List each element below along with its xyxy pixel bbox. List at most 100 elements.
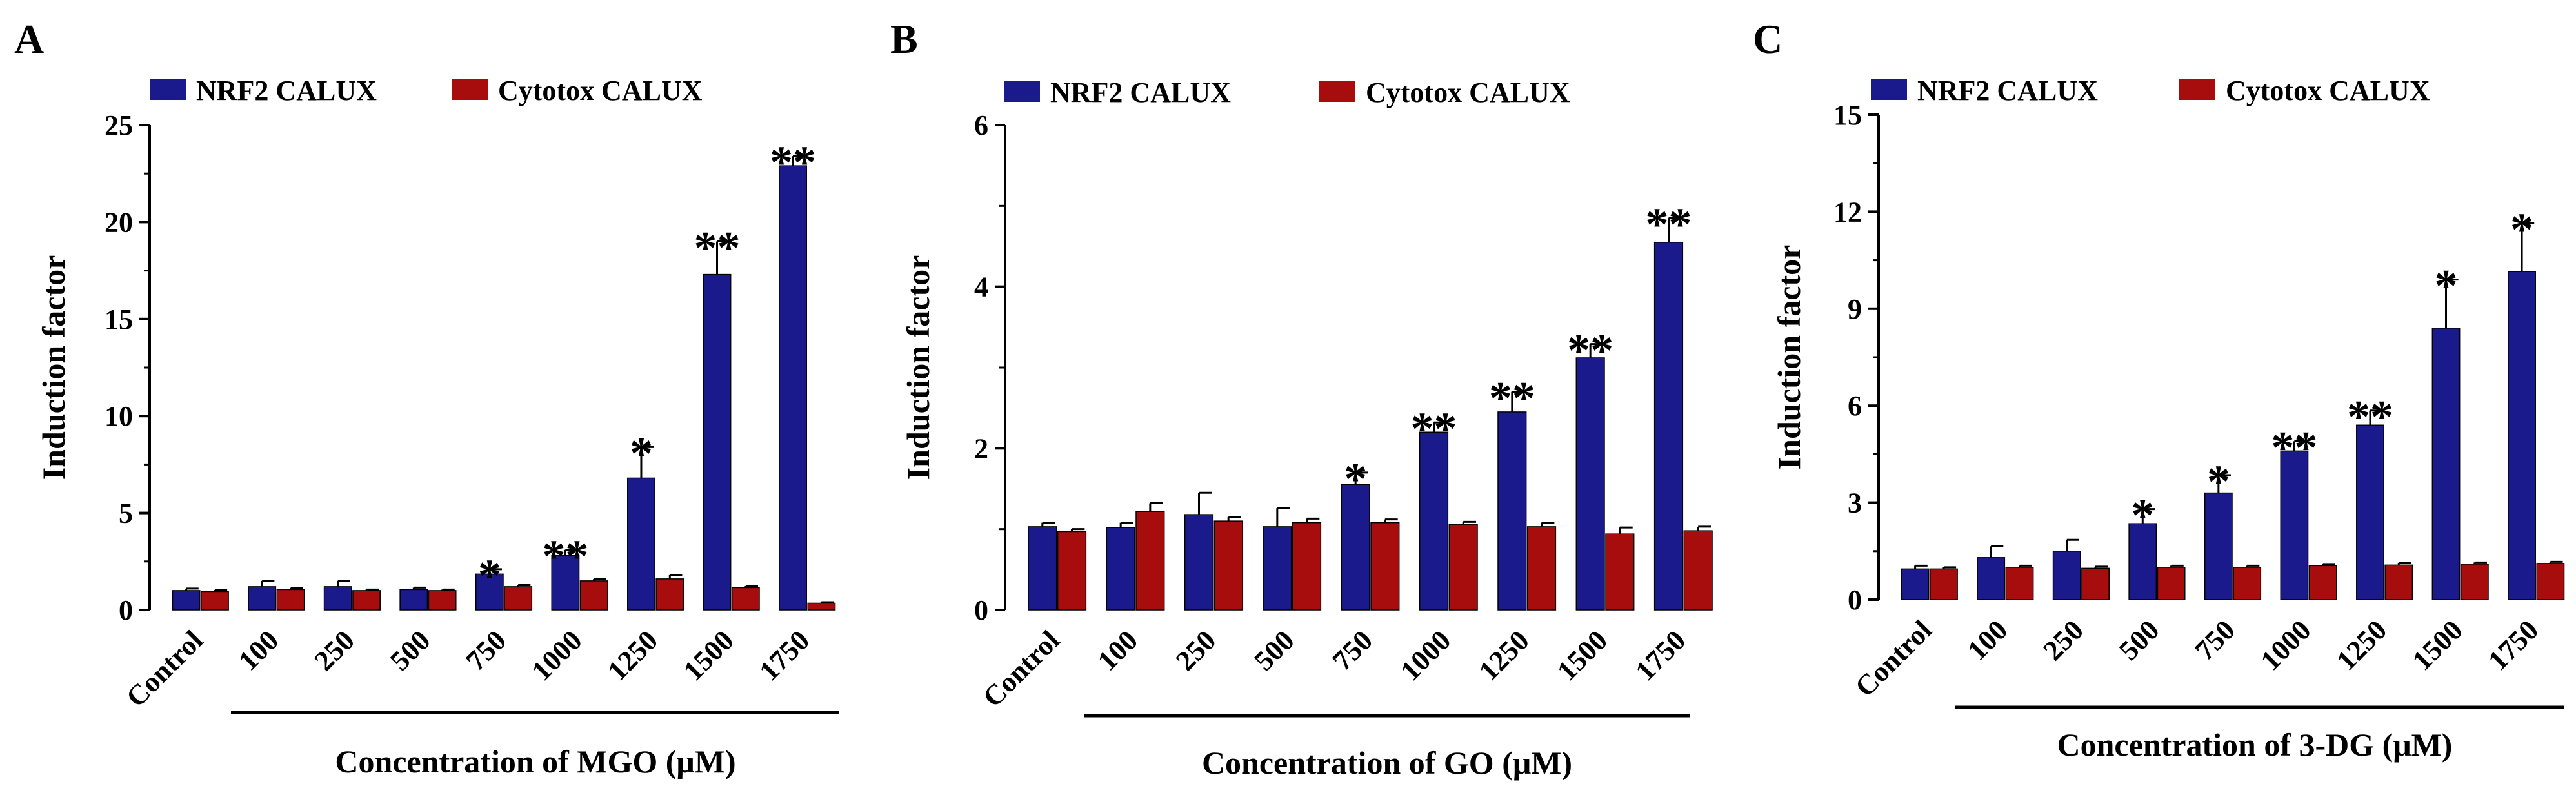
bar-cytotox xyxy=(1448,524,1478,611)
legend-swatch-cytotox xyxy=(2179,79,2215,100)
x-tick-label: 1500 xyxy=(1551,624,1613,687)
x-tick-label: 750 xyxy=(460,624,512,676)
x-tick-label: 1250 xyxy=(2330,614,2393,676)
bar-nrf2 xyxy=(1901,568,1930,600)
x-tick-label: 250 xyxy=(308,624,361,676)
x-axis-label: Concentration of 3-DG (μM) xyxy=(2057,727,2453,763)
bar-nrf2 xyxy=(1653,241,1684,611)
y-tick-label: 0 xyxy=(119,594,133,626)
bar-cytotox xyxy=(2081,567,2110,600)
x-tick-label: 100 xyxy=(1961,614,2013,666)
bar-cytotox xyxy=(2308,565,2337,600)
bar-nrf2 xyxy=(1419,431,1449,611)
bar-cytotox xyxy=(1213,520,1243,611)
bar-cytotox xyxy=(1683,530,1713,611)
legend-swatch-cytotox xyxy=(452,79,488,100)
bar-cytotox xyxy=(2460,564,2489,600)
bar-cytotox xyxy=(731,587,760,611)
legend-label-cytotox: Cytotox CALUX xyxy=(498,75,703,106)
legend-swatch-cytotox xyxy=(1319,81,1355,102)
bar-nrf2 xyxy=(551,555,580,611)
bar-nrf2 xyxy=(779,165,807,611)
chart-panel-c: C NRF2 CALUX Cytotox CALUX 0 3 6 9 12 15 Inductio… xyxy=(1753,16,2565,763)
bar-cytotox xyxy=(1135,511,1165,611)
significance-marker: ** xyxy=(770,137,816,188)
bar-nrf2 xyxy=(2052,551,2081,600)
bar-nrf2 xyxy=(323,586,352,611)
y-tick-label: 9 xyxy=(1848,293,1862,325)
x-tick-label: 500 xyxy=(2113,614,2165,666)
x-tick-label: 1500 xyxy=(677,624,740,687)
y-tick-label: 20 xyxy=(105,206,133,238)
significance-marker: ** xyxy=(1410,403,1457,455)
y-tick-label: 5 xyxy=(119,498,133,529)
significance-marker: * xyxy=(478,550,501,602)
bar-nrf2 xyxy=(2356,424,2384,600)
x-tick-label: Control xyxy=(977,624,1066,713)
x-tick-label: 100 xyxy=(1092,624,1144,676)
significance-marker: ** xyxy=(694,222,741,273)
bar-nrf2 xyxy=(2128,523,2157,600)
bar-nrf2 xyxy=(1575,357,1605,611)
bar-nrf2 xyxy=(1263,526,1292,611)
y-tick-label: 0 xyxy=(974,594,988,626)
y-tick-label: 6 xyxy=(1848,390,1862,422)
y-tick-label: 15 xyxy=(105,304,133,335)
legend-label-cytotox: Cytotox CALUX xyxy=(1366,77,1570,108)
x-tick-label: 250 xyxy=(2037,614,2090,666)
panel-letter: B xyxy=(890,16,918,62)
y-tick-label: 15 xyxy=(1833,99,1862,131)
bar-cytotox xyxy=(2536,563,2565,600)
x-tick-label: 1250 xyxy=(1473,624,1535,687)
bar-cytotox xyxy=(352,590,381,611)
bar-cytotox xyxy=(2233,567,2262,600)
x-tick-label: 1000 xyxy=(526,624,588,687)
bar-nrf2 xyxy=(1341,484,1370,611)
bar-cytotox xyxy=(1526,526,1557,611)
x-tick-label: 1000 xyxy=(1395,624,1457,687)
bar-cytotox xyxy=(2005,567,2034,600)
x-axis-label: Concentration of GO (μM) xyxy=(1202,745,1572,781)
bar-nrf2 xyxy=(1106,527,1135,611)
panel-letter: A xyxy=(14,16,44,62)
bar-cytotox xyxy=(1605,533,1635,611)
legend-label-cytotox: Cytotox CALUX xyxy=(2226,75,2430,106)
significance-marker: ** xyxy=(1567,325,1613,377)
bar-cytotox xyxy=(1930,568,1958,600)
x-tick-label: 1000 xyxy=(2255,614,2317,676)
y-tick-label: 10 xyxy=(105,400,133,432)
y-tick-label: 25 xyxy=(105,110,133,141)
x-tick-label: 1500 xyxy=(2406,614,2469,676)
significance-marker: * xyxy=(1344,453,1367,505)
legend-swatch-nrf2 xyxy=(150,79,186,100)
x-tick-label: Control xyxy=(120,624,209,713)
x-tick-label: 500 xyxy=(384,624,436,676)
x-axis-label: Concentration of MGO (μM) xyxy=(335,743,735,779)
bar-nrf2 xyxy=(2431,328,2461,600)
x-tick-label: 1250 xyxy=(601,624,664,687)
bar-nrf2 xyxy=(1028,526,1057,611)
bar-cytotox xyxy=(655,578,684,611)
bar-nrf2 xyxy=(2508,271,2536,600)
significance-marker: * xyxy=(630,427,653,479)
bar-cytotox xyxy=(1057,531,1087,611)
chart-panel-b: B NRF2 CALUX Cytotox CALUX 0 2 4 6 Induction fa… xyxy=(890,16,1713,781)
bar-nrf2 xyxy=(399,589,428,611)
legend-swatch-nrf2 xyxy=(1004,81,1040,102)
chart-panel-a: A NRF2 CALUX Cytotox CALUX 0 5 10 15 20 25 Induct… xyxy=(14,16,839,779)
bar-cytotox xyxy=(579,580,608,611)
bar-nrf2 xyxy=(1977,557,2006,600)
bar-cytotox xyxy=(2157,567,2186,600)
x-tick-label: 100 xyxy=(232,624,285,676)
bar-nrf2 xyxy=(627,477,655,611)
x-tick-label: 500 xyxy=(1248,624,1300,676)
y-tick-label: 12 xyxy=(1833,196,1862,228)
y-axis-label: Induction factor xyxy=(900,255,936,480)
x-tick-label: 1750 xyxy=(753,624,815,687)
bar-nrf2 xyxy=(475,573,504,611)
panel-letter: C xyxy=(1753,16,1782,62)
significance-marker: ** xyxy=(1645,199,1692,250)
bar-cytotox xyxy=(807,602,836,611)
significance-marker: ** xyxy=(2271,422,2317,473)
significance-marker: ** xyxy=(2347,391,2393,443)
